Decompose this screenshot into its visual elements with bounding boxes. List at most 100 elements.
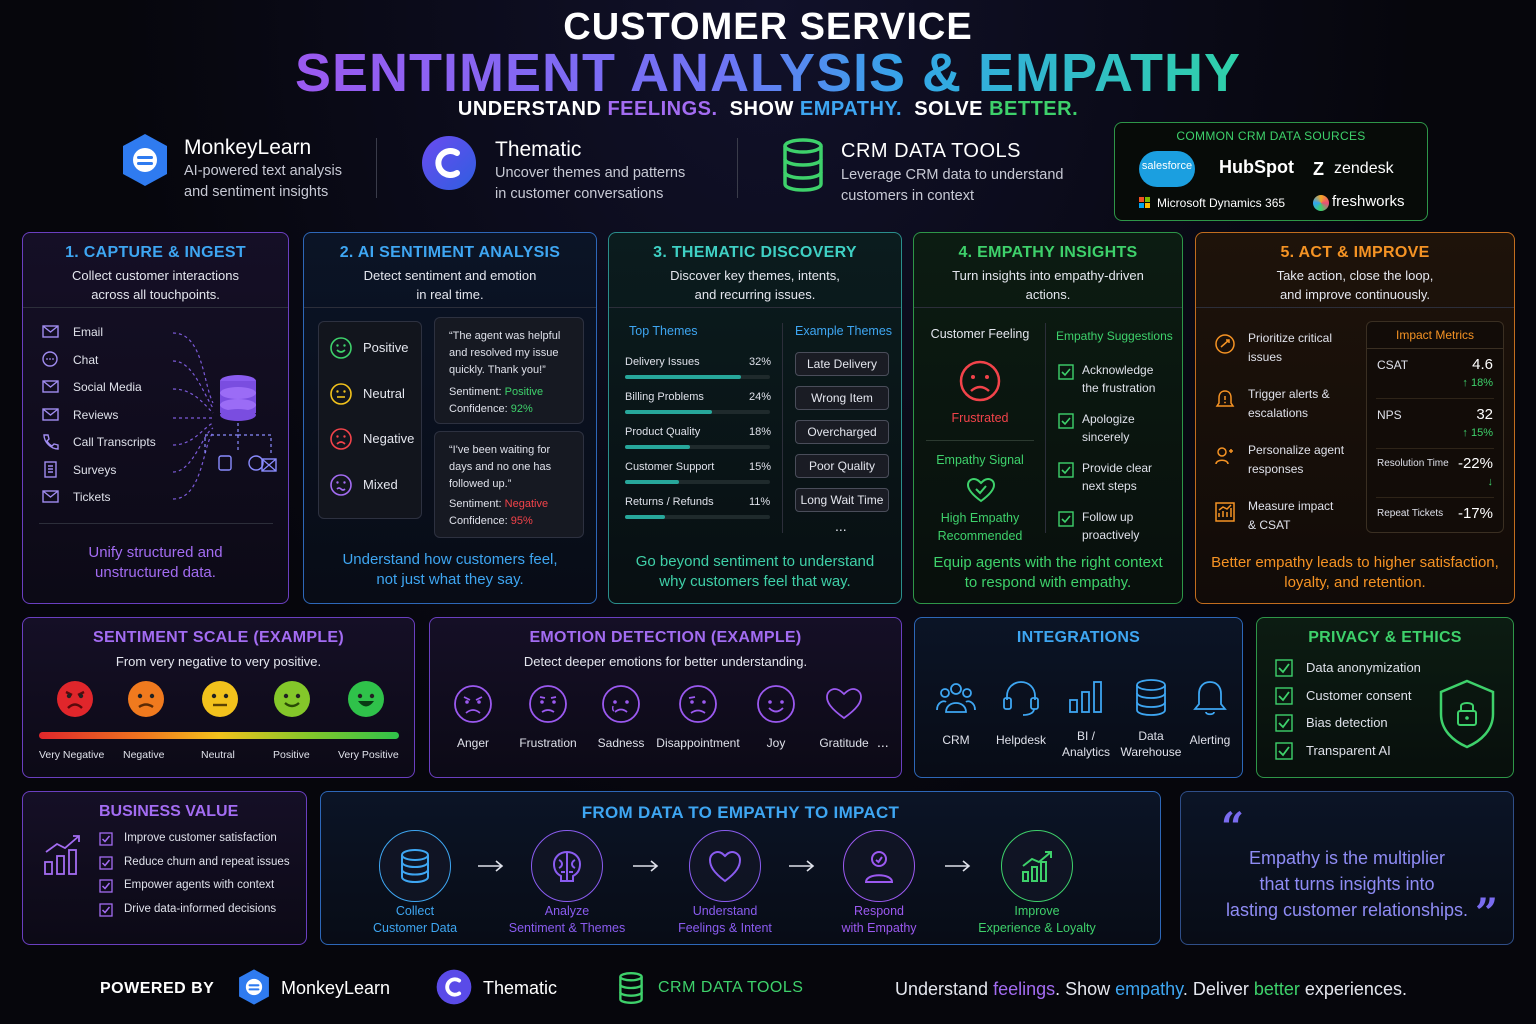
metric-name: NPS xyxy=(1377,407,1402,422)
channel-tickets: Tickets xyxy=(73,490,111,504)
zendesk-logo-icon: Z xyxy=(1313,159,1324,179)
checkbox-icon xyxy=(1058,511,1074,532)
step2-footer: Understand how customers feel, not just w… xyxy=(342,551,558,588)
checkbox-icon xyxy=(99,855,113,875)
sentiment-label-neutral: Neutral xyxy=(363,385,405,401)
metric-value: 4.6 xyxy=(1472,356,1493,373)
step1-title: 1. CAPTURE & INGEST xyxy=(65,244,246,261)
step4-card: 4. EMPATHY INSIGHTS Turn insights into e… xyxy=(913,232,1183,604)
email-icon xyxy=(41,323,61,346)
crm-sources-title: COMMON CRM DATA SOURCES xyxy=(1176,129,1366,143)
neutral-face-icon xyxy=(330,382,352,410)
title-gradient: SENTIMENT ANALYSIS & EMPATHY xyxy=(294,43,1242,103)
arrow-right-icon xyxy=(787,859,817,878)
improve-growth-icon xyxy=(1019,848,1055,891)
social-icon xyxy=(41,378,61,401)
action-item: Measure impact & CSAT xyxy=(1248,499,1334,532)
privacy-card: PRIVACY & ETHICS Data anonymization Custo… xyxy=(1256,617,1514,778)
sentiment-label-positive: Positive xyxy=(363,340,409,355)
channel-surveys: Surveys xyxy=(73,462,117,477)
step1-card: 1. CAPTURE & INGEST Collect customer int… xyxy=(22,232,289,604)
channel-call-transcripts: Call Transcripts xyxy=(73,435,156,449)
example-themes-label: Example Themes xyxy=(795,324,893,338)
checkbox-icon xyxy=(99,879,113,898)
sentiment-labels-box xyxy=(318,321,422,519)
theme-name: Billing Problems xyxy=(625,391,704,403)
tagline-feelings: FEELINGS. xyxy=(607,98,718,120)
integration-label: Alerting xyxy=(1189,733,1231,747)
theme-bar-track xyxy=(625,375,770,379)
tagline-a: UNDERSTAND xyxy=(457,98,608,120)
checkbox-icon xyxy=(99,902,113,922)
microsoft-logo-icon xyxy=(1139,197,1151,209)
step1-footer: Unify structured and unstructured data. xyxy=(88,544,223,581)
alerting-bell-icon xyxy=(1190,678,1230,723)
metric-value: -17% xyxy=(1457,504,1493,522)
monkeylearn-brand xyxy=(120,132,170,193)
scale-face-icon xyxy=(127,680,165,723)
metric-value: 32 xyxy=(1476,405,1493,423)
crm-sources-box: COMMON CRM DATA SOURCES salesforce HubSp… xyxy=(1114,122,1428,221)
surveys-icon xyxy=(41,460,61,484)
empathy-suggestion: Apologize sincerely xyxy=(1082,412,1135,444)
impact-metrics-label: Impact Metrics xyxy=(1395,328,1474,342)
metric-name: CSAT xyxy=(1377,358,1409,372)
brand-desc-monkeylearn: AI-powered text analysis and sentiment in… xyxy=(184,163,342,200)
integration-label: Data Warehouse xyxy=(1120,729,1182,759)
theme-percent: 32% xyxy=(749,356,772,368)
gratitude-face-icon xyxy=(824,684,864,729)
channel-email: Email xyxy=(73,325,104,339)
integration-label: Helpdesk xyxy=(995,733,1047,747)
quote-card: “ Empathy is the multiplier that turns in… xyxy=(1180,791,1514,945)
frustrated-face-icon xyxy=(959,360,1001,402)
freshworks-label: freshworks xyxy=(1332,193,1405,210)
brand-name-monkeylearn: MonkeyLearn xyxy=(184,136,312,159)
integration-label: BI / Analytics xyxy=(1061,729,1111,759)
call-icon xyxy=(41,433,61,456)
business-item: Drive data-informed decisions xyxy=(124,902,277,915)
step5-subtitle: Take action, close the loop, and improve … xyxy=(1276,268,1434,302)
chat-icon xyxy=(41,350,61,374)
more-emotions: ... xyxy=(877,734,889,750)
metric-value: -22% xyxy=(1457,455,1493,472)
example-theme-pill: Poor Quality xyxy=(795,454,889,478)
footer-tagline: Understand feelings. Show empathy. Deliv… xyxy=(895,979,1407,999)
respond-agent-icon xyxy=(861,848,897,891)
arrow-right-icon xyxy=(631,859,661,878)
hubspot-label: HubSpot xyxy=(1219,157,1294,177)
example-theme-pill: Late Delivery xyxy=(795,352,889,376)
flow-step-circle xyxy=(689,830,761,902)
flow-step-label: Improve Experience & Loyalty xyxy=(978,904,1096,935)
anger-face-icon xyxy=(453,684,493,729)
privacy-item: Data anonymization xyxy=(1306,660,1421,675)
empathy-signal-value: High Empathy Recommended xyxy=(937,511,1023,543)
theme-name: Product Quality xyxy=(625,426,701,438)
checkbox-icon xyxy=(1275,686,1293,710)
sentiment-scale-card: SENTIMENT SCALE (EXAMPLE) From very nega… xyxy=(22,617,415,778)
emotion-label: Gratitude xyxy=(819,736,869,750)
tagline-e: SOLVE xyxy=(902,98,990,120)
theme-percent: 15% xyxy=(749,461,772,473)
checkbox-icon xyxy=(99,832,113,851)
checkbox-icon xyxy=(1275,741,1293,765)
channel-reviews: Reviews xyxy=(73,407,119,422)
integrations-title: INTEGRATIONS xyxy=(1016,629,1141,646)
thematic-logo-icon xyxy=(436,969,472,1005)
theme-bar xyxy=(625,375,741,379)
reviews-icon xyxy=(41,406,61,429)
brand-name-crm: CRM DATA TOOLS xyxy=(841,140,1021,162)
checkbox-icon xyxy=(1058,413,1074,434)
close-quote-icon: ” xyxy=(1475,890,1499,937)
scale-label: Positive xyxy=(273,749,310,761)
footer-thematic: Thematic xyxy=(483,978,558,998)
more-themes: ... xyxy=(835,518,847,534)
step5-title: 5. ACT & IMPROVE xyxy=(1280,244,1430,261)
footer-monkeylearn: MonkeyLearn xyxy=(281,978,391,998)
theme-bar xyxy=(625,515,665,519)
scale-face-icon xyxy=(201,680,239,723)
alert-bell-icon xyxy=(1214,389,1236,416)
top-themes-label: Top Themes xyxy=(629,324,698,338)
mixed-face-icon xyxy=(330,473,352,501)
bi-analytics-icon xyxy=(1066,678,1106,723)
